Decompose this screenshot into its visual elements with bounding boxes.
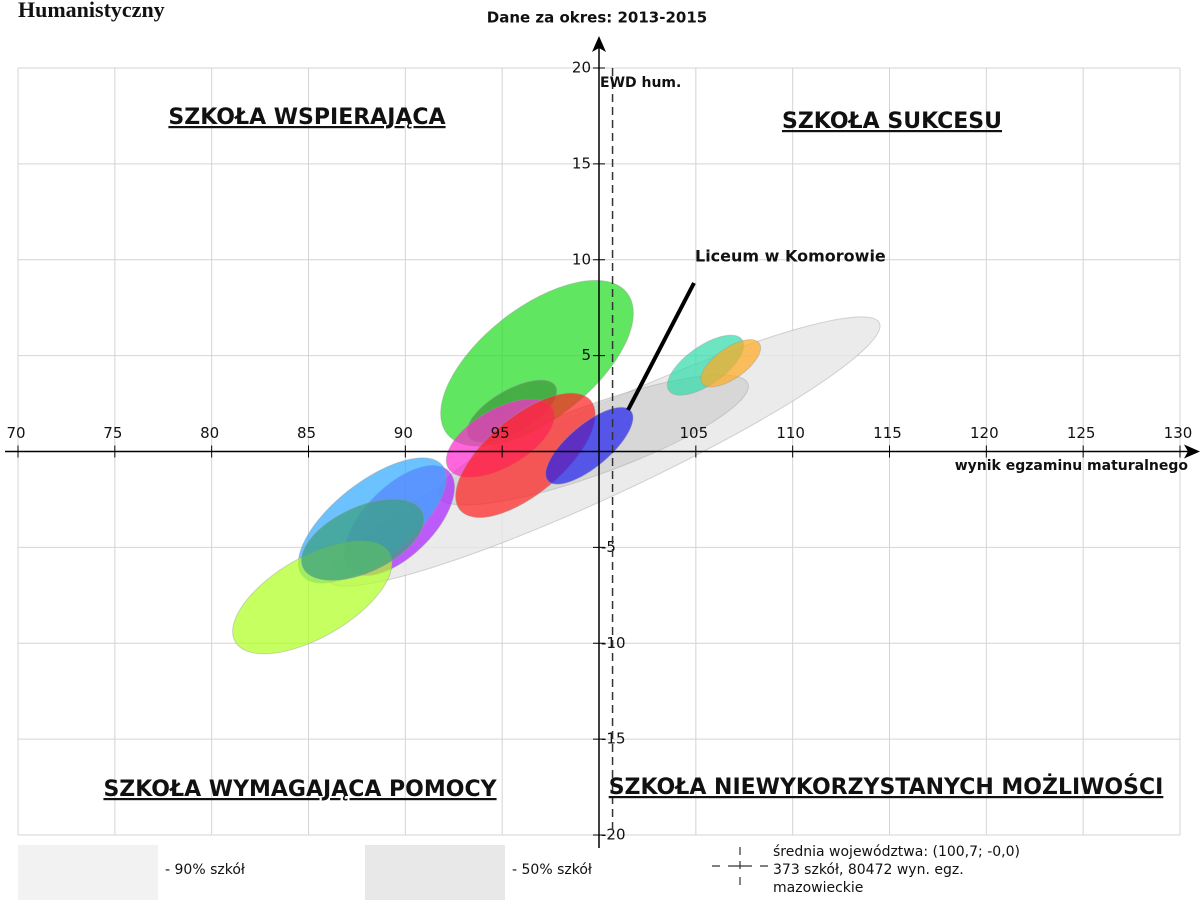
x-axis-arrow — [1184, 444, 1200, 459]
quadrant-label: SZKOŁA SUKCESU — [782, 109, 1002, 134]
x-tick-label: 75 — [103, 424, 122, 442]
y-tick-label: 5 — [581, 346, 591, 364]
y-axis-arrow — [592, 36, 606, 52]
x-tick-label: 80 — [200, 424, 219, 442]
x-tick-label: 70 — [6, 424, 25, 442]
marks — [232, 279, 881, 655]
school-ellipse — [300, 498, 425, 581]
x-tick-label: 85 — [297, 424, 316, 442]
x-tick-label: 95 — [491, 424, 510, 442]
x-tick-label: 105 — [680, 424, 709, 442]
x-axis-label: wynik egzaminu maturalnego — [955, 458, 1189, 474]
legend-swatch — [18, 845, 158, 900]
y-tick-label: 15 — [572, 154, 591, 172]
legend-label: - 90% szkół — [165, 862, 245, 878]
legend-mean-text: 373 szkół, 80472 wyn. egz. — [773, 862, 964, 878]
quadrant-label: SZKOŁA WYMAGAJĄCA POMOCY — [103, 777, 497, 802]
annotation-pointer — [626, 282, 696, 411]
legend-swatch — [365, 845, 505, 900]
annotation: Liceum w Komorowie — [695, 247, 886, 266]
legend-label: - 50% szkół — [512, 862, 592, 878]
page-title: Humanistyczny — [18, 0, 165, 22]
x-tick-label: 90 — [394, 424, 413, 442]
school-ellipse — [700, 339, 762, 388]
school-ellipse — [455, 392, 596, 518]
y-axis-label: EWD hum. — [600, 75, 681, 91]
chart-title: Dane za okres: 2013-2015 — [487, 9, 707, 27]
legend: - 90% szkół - 50% szkół średnia województw… — [18, 844, 1020, 900]
school-ellipse — [545, 406, 634, 485]
x-tick-label: 110 — [776, 424, 805, 442]
legend-mean-icon — [712, 847, 768, 885]
y-tick-label: -20 — [601, 826, 626, 844]
legend-mean-text: średnia województwa: (100,7; -0,0) — [773, 844, 1020, 860]
y-tick-label: 20 — [572, 59, 591, 77]
x-tick-label: 125 — [1067, 424, 1096, 442]
quadrant-label: SZKOŁA NIEWYKORZYSTANYCH MOŻLIWOŚCI — [609, 774, 1164, 800]
y-tick-label: -5 — [601, 538, 616, 556]
y-tick-label: 10 — [572, 250, 591, 268]
x-tick-label: 130 — [1164, 424, 1193, 442]
legend-mean-text: mazowieckie — [773, 880, 863, 896]
x-tick-label: 115 — [873, 424, 902, 442]
axes: 707580859095105110115120125130-20-15-10-… — [5, 36, 1200, 848]
quadrant-label: SZKOŁA WSPIERAJĄCA — [168, 105, 445, 130]
x-tick-label: 120 — [970, 424, 999, 442]
